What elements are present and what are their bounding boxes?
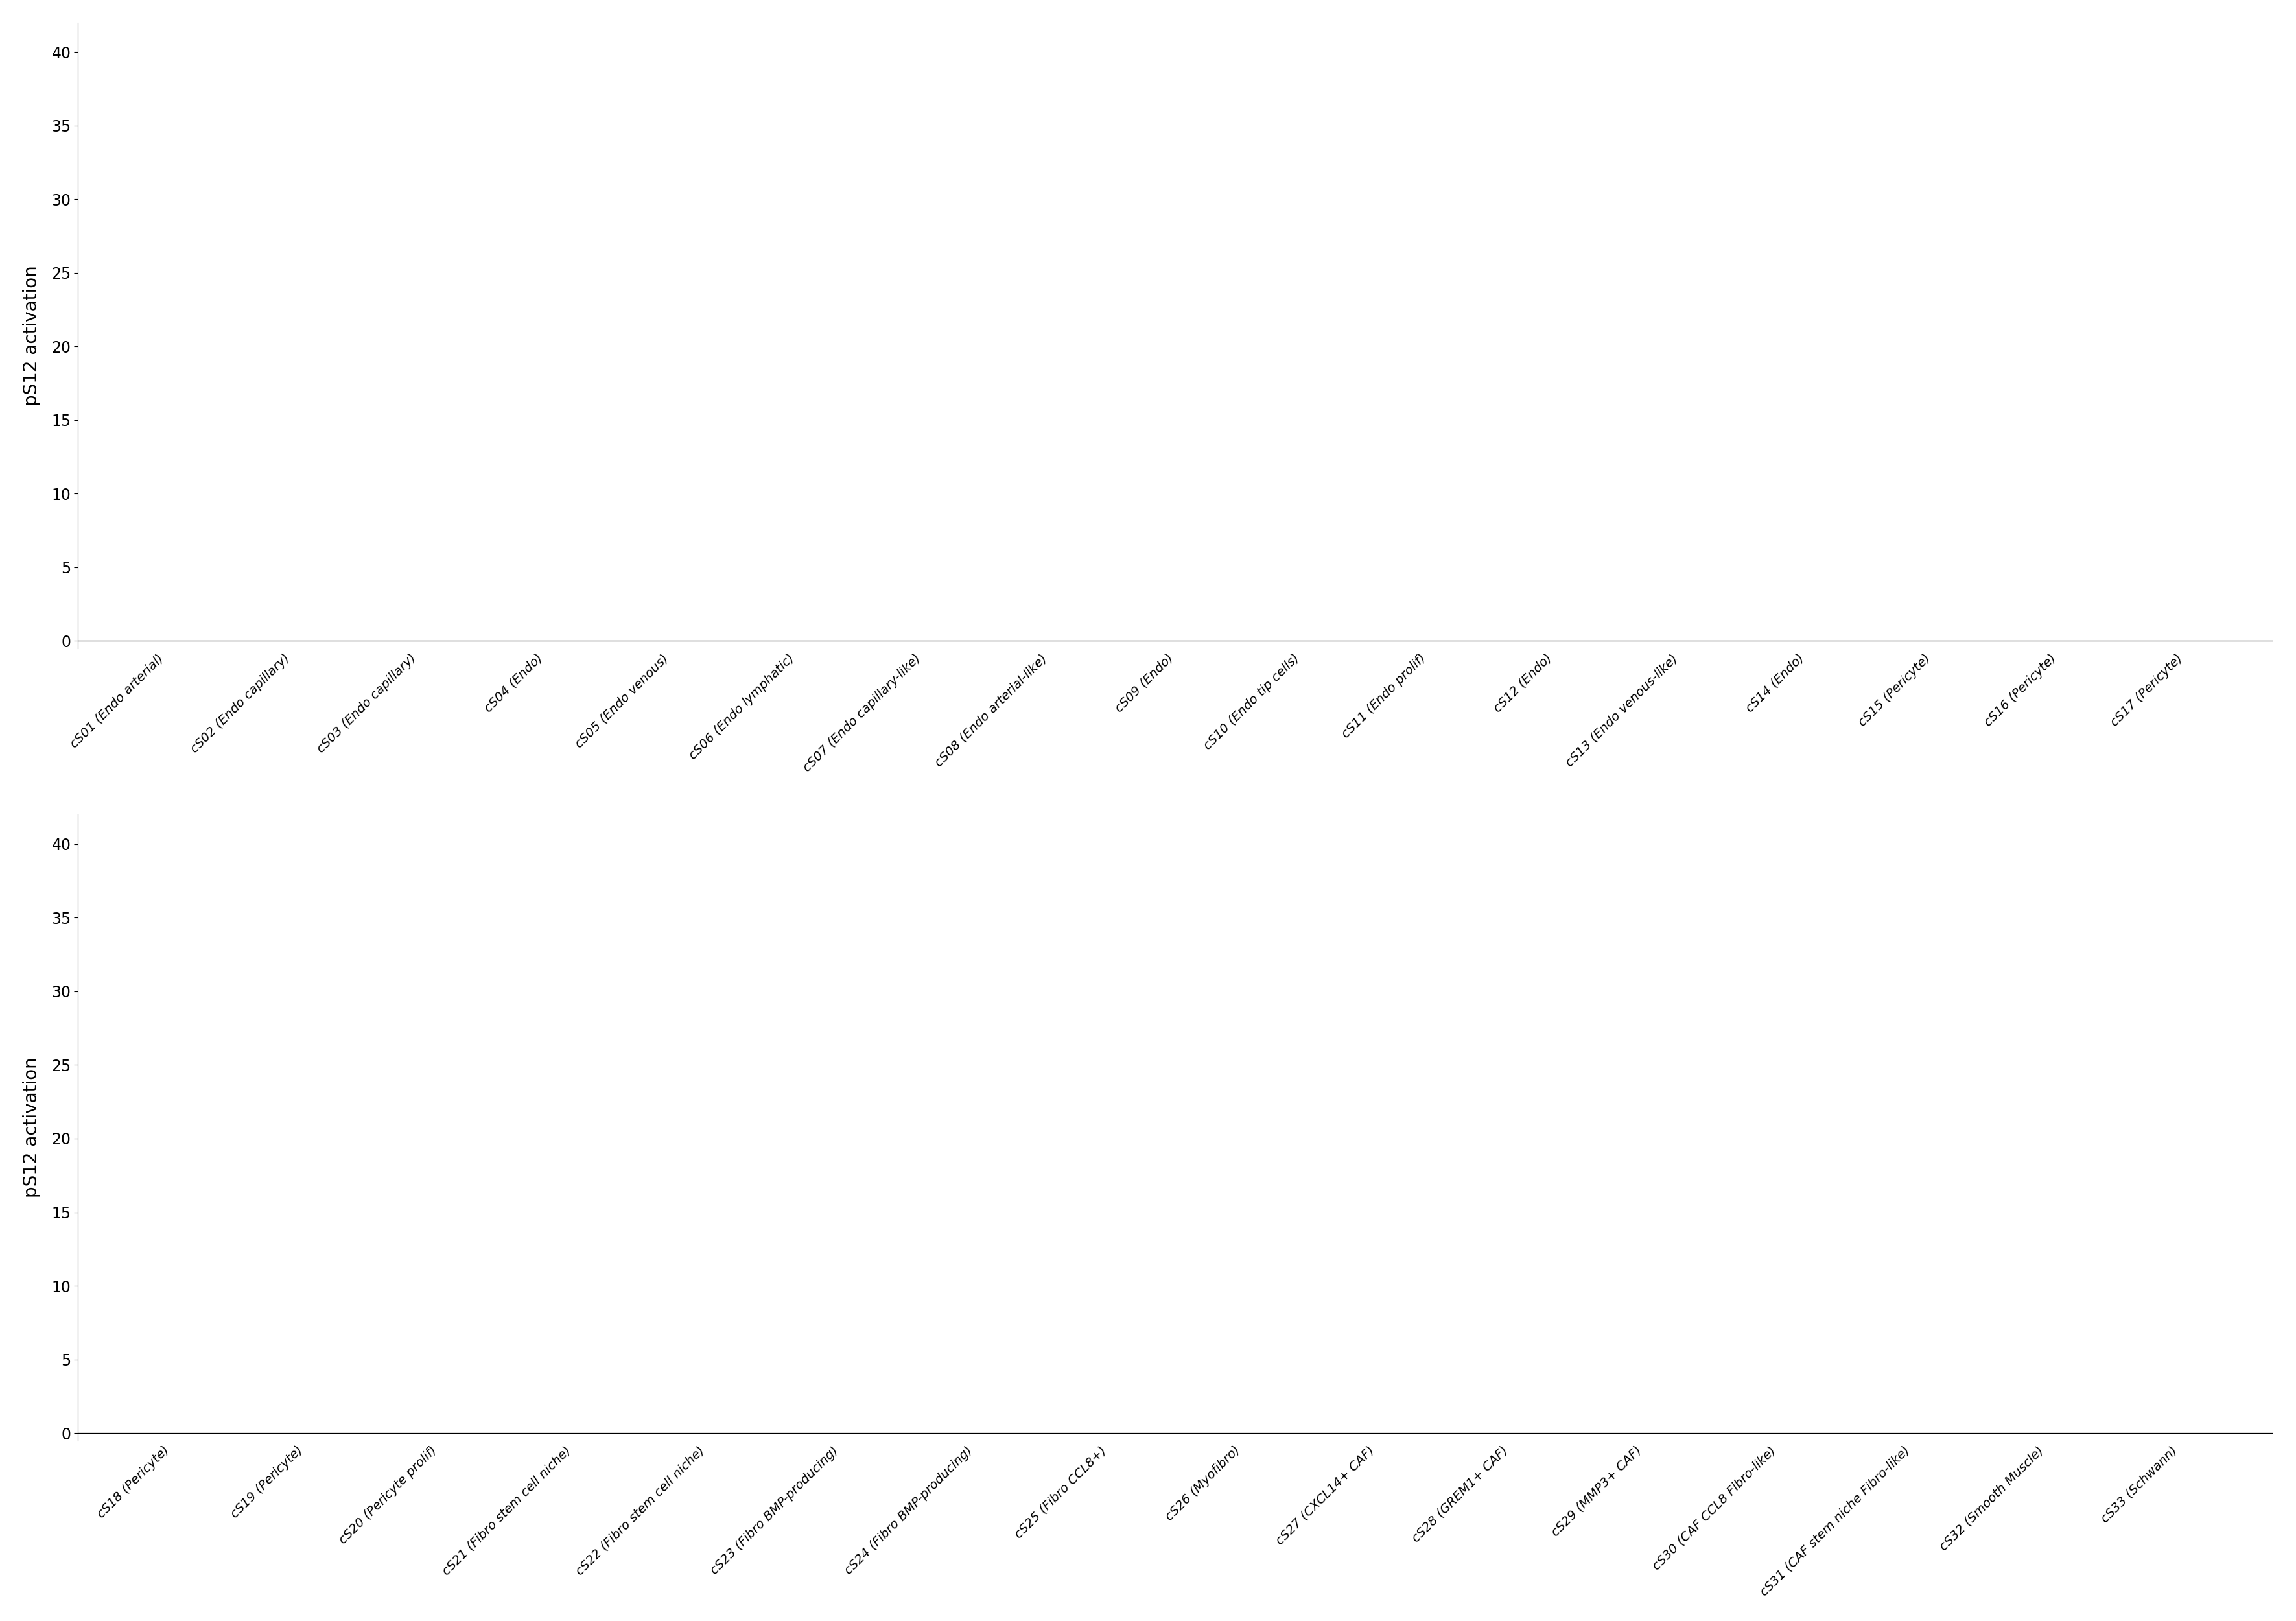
- Y-axis label: pS12 activation: pS12 activation: [23, 266, 41, 405]
- Y-axis label: pS12 activation: pS12 activation: [23, 1057, 41, 1198]
